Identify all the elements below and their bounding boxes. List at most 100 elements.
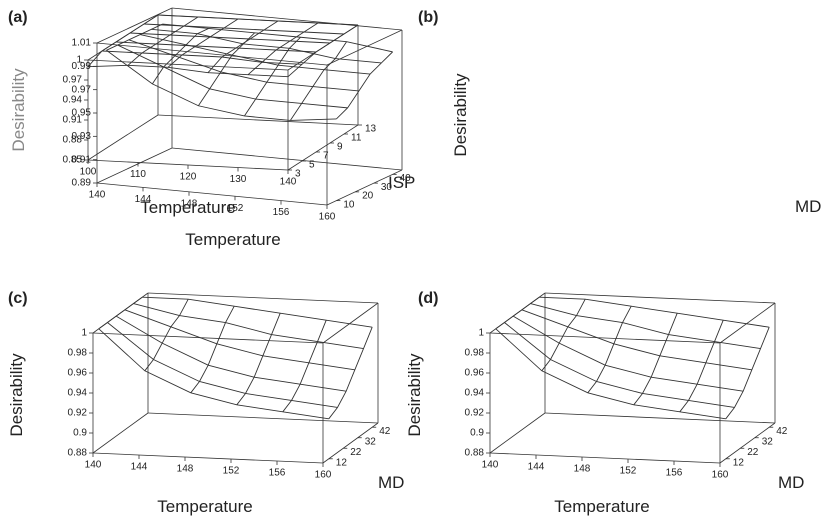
box-edge bbox=[87, 114, 159, 161]
box-edge bbox=[719, 302, 776, 344]
surface-column bbox=[98, 296, 143, 330]
box-edge bbox=[147, 292, 379, 304]
x-axis-label: Temperature bbox=[157, 497, 252, 516]
x-tick-label: 160 bbox=[319, 212, 336, 223]
surface-column bbox=[190, 305, 235, 394]
surface-row bbox=[495, 328, 726, 420]
y-tick-label: 7 bbox=[323, 151, 329, 162]
surface-row bbox=[117, 44, 348, 109]
x-tick-label: 148 bbox=[177, 464, 194, 475]
surface-row bbox=[124, 309, 355, 371]
box-edge bbox=[489, 332, 721, 344]
y-axis-label: MD bbox=[795, 197, 821, 216]
panel-label: (d) bbox=[418, 290, 438, 307]
box-edge bbox=[287, 124, 359, 171]
box-edge bbox=[171, 147, 403, 171]
x-tick-label: 120 bbox=[180, 172, 197, 183]
surface-row bbox=[151, 28, 382, 64]
z-tick-label: 0.89 bbox=[72, 178, 92, 189]
box-edge bbox=[92, 412, 149, 454]
y-axis-label: MD bbox=[778, 473, 804, 492]
y-axis-label: MD bbox=[378, 473, 404, 492]
z-tick-label: 0.98 bbox=[465, 348, 485, 359]
x-tick-label: 152 bbox=[227, 203, 244, 214]
y-tick-label: 22 bbox=[747, 447, 759, 458]
surface-column bbox=[282, 320, 327, 413]
x-tick-label: 148 bbox=[574, 464, 591, 475]
z-tick-label: 0.94 bbox=[68, 388, 88, 399]
z-tick-label: 0.85 bbox=[63, 155, 83, 166]
y-tick-label: 42 bbox=[379, 426, 391, 437]
z-tick-label: 0.97 bbox=[72, 84, 92, 95]
surface-row bbox=[98, 328, 329, 420]
z-tick-label: 0.95 bbox=[72, 108, 92, 119]
x-tick-label: 140 bbox=[89, 190, 106, 201]
x-tick-label: 160 bbox=[712, 470, 729, 481]
z-tick-label: 0.91 bbox=[63, 115, 83, 126]
z-tick-label: 0.91 bbox=[72, 154, 92, 165]
surface-column bbox=[541, 298, 586, 372]
y-tick-label: 3 bbox=[295, 169, 301, 180]
y-tick-label: 40 bbox=[400, 173, 412, 184]
z-tick-label: 1 bbox=[81, 328, 87, 339]
x-axis-label: Temperature bbox=[140, 198, 235, 217]
box-edge bbox=[719, 422, 776, 464]
box-edge bbox=[96, 147, 173, 184]
z-tick-label: 0.94 bbox=[63, 95, 83, 106]
z-axis-label: Desirability bbox=[7, 353, 26, 437]
x-tick-label: 100 bbox=[80, 167, 97, 178]
surface-row bbox=[133, 303, 364, 349]
surface-row bbox=[162, 23, 393, 53]
surface-column bbox=[198, 32, 255, 107]
box-edge bbox=[489, 412, 546, 454]
surface-column bbox=[587, 305, 632, 394]
x-tick-label: 140 bbox=[85, 460, 102, 471]
y-tick-label: 30 bbox=[381, 182, 393, 193]
surface-row bbox=[539, 296, 770, 328]
y-tick-label: 42 bbox=[776, 426, 788, 437]
x-tick-label: 152 bbox=[223, 466, 240, 477]
surface-column bbox=[290, 41, 347, 121]
surface-column bbox=[87, 14, 159, 67]
z-tick-label: 0.96 bbox=[465, 368, 485, 379]
surface-column bbox=[152, 28, 209, 85]
z-axis-label: Desirability bbox=[451, 73, 470, 157]
surface-row bbox=[87, 64, 289, 78]
x-tick-label: 144 bbox=[135, 194, 152, 205]
x-axis-label: Temperature bbox=[185, 230, 280, 249]
surface-column bbox=[328, 327, 373, 420]
box-edge bbox=[489, 452, 721, 464]
z-axis-label: Desirability bbox=[405, 353, 424, 437]
y-tick-label: 32 bbox=[365, 436, 377, 447]
x-tick-label: 144 bbox=[131, 462, 148, 473]
y-tick-label: 12 bbox=[336, 457, 348, 468]
x-tick-label: 144 bbox=[528, 462, 545, 473]
z-tick-label: 0.97 bbox=[63, 75, 83, 86]
box-edge bbox=[322, 422, 379, 464]
y-tick-label: 12 bbox=[733, 457, 745, 468]
z-tick-label: 0.88 bbox=[68, 448, 88, 459]
z-tick-label: 1 bbox=[478, 328, 484, 339]
x-tick-label: 156 bbox=[273, 207, 290, 218]
surface-row bbox=[504, 322, 735, 408]
z-tick-label: 1.01 bbox=[72, 38, 92, 49]
box-edge bbox=[157, 114, 359, 126]
surface-column bbox=[247, 22, 319, 76]
x-tick-label: 160 bbox=[315, 470, 332, 481]
surface-row bbox=[140, 34, 371, 75]
z-tick-label: 0.9 bbox=[73, 428, 87, 439]
surface-column bbox=[144, 298, 189, 372]
surface-column bbox=[106, 23, 163, 51]
surface-column bbox=[495, 296, 540, 330]
panel-label: (a) bbox=[8, 9, 28, 26]
z-tick-label: 0.93 bbox=[72, 131, 92, 142]
surface-row bbox=[142, 296, 373, 328]
x-tick-label: 156 bbox=[666, 468, 683, 479]
surface-row bbox=[128, 39, 359, 92]
surface-column bbox=[725, 327, 770, 420]
y-tick-label: 10 bbox=[343, 199, 355, 210]
box-edge bbox=[96, 7, 173, 44]
box-edge bbox=[171, 7, 403, 31]
